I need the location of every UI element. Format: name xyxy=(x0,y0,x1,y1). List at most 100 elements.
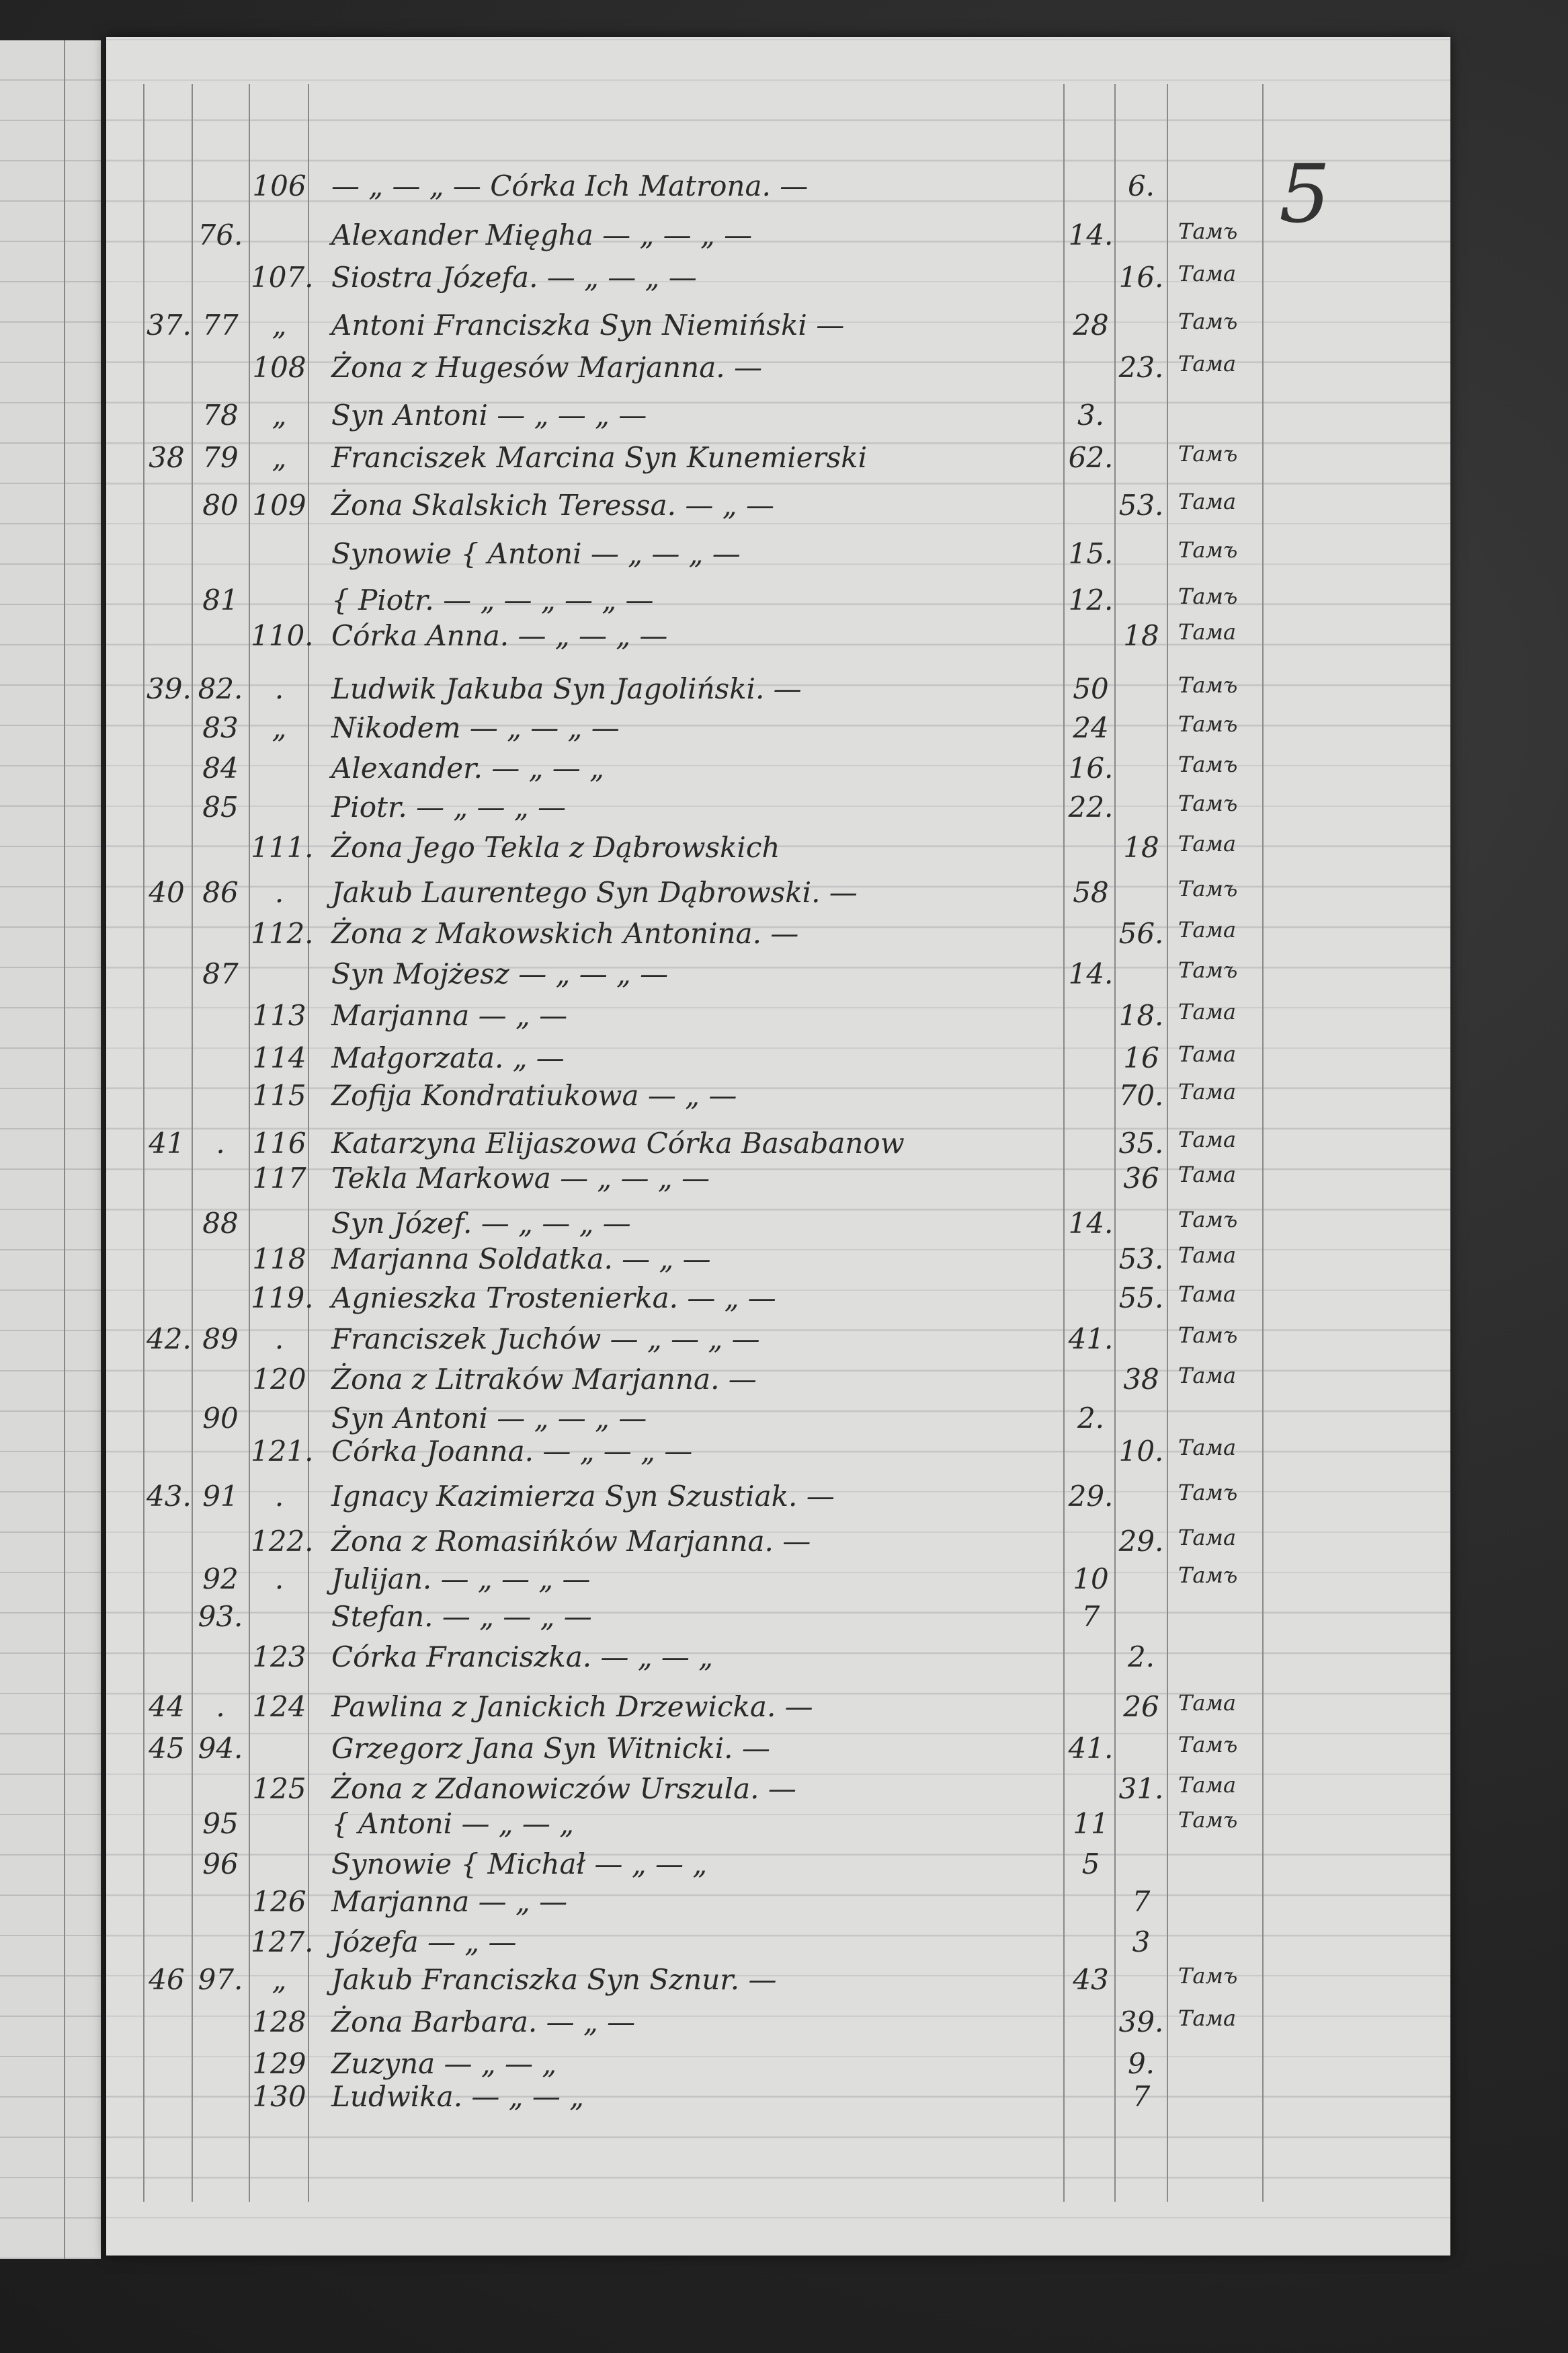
status: Тама xyxy=(1178,489,1237,515)
register-row: 117 Tekla Markowa — „ — „ — 36 Тама xyxy=(106,1162,1450,1202)
register-row: 93. Stefan. — „ — „ — 7 xyxy=(106,1600,1450,1640)
male-number: 85 xyxy=(202,791,239,824)
entry-text: Żona Jego Tekla z Dąbrowskich xyxy=(331,831,780,865)
male-age: 41. xyxy=(1068,1732,1114,1765)
male-age: 16. xyxy=(1068,751,1114,785)
female-number: 130 xyxy=(252,2080,306,2114)
male-number: 86 xyxy=(202,876,239,910)
female-number: 122. xyxy=(251,1524,314,1558)
female-number: 116 xyxy=(252,1127,306,1160)
register-row: 113 Marjanna — „ — 18. Тама xyxy=(106,999,1450,1039)
entry-text: Tekla Markowa — „ — „ — xyxy=(331,1161,710,1195)
male-age: 5 xyxy=(1081,1847,1100,1881)
status: Тама xyxy=(1178,1242,1237,1269)
entry-text: Ludwik Jakuba Syn Jagoliński. — xyxy=(331,672,802,705)
entry-text: Syn Antoni — „ — „ — xyxy=(331,399,647,432)
entry-text: Nikodem — „ — „ — xyxy=(331,711,620,744)
female-age: 31. xyxy=(1118,1772,1164,1806)
female-number: 117 xyxy=(252,1161,306,1195)
register-row: 84 Alexander. — „ — „ 16. Тамъ xyxy=(106,752,1450,792)
status: Тамъ xyxy=(1178,876,1238,902)
register-row: 40 86. Jakub Laurentego Syn Dąbrowski. — 58… xyxy=(106,876,1450,916)
female-age: 7 xyxy=(1132,1884,1151,1918)
entry-text: Alexander. — „ — „ xyxy=(331,751,604,785)
register-row: 125 Żona z Zdanowiczów Urszula. — 31. Тама xyxy=(106,1772,1450,1812)
household-number: 40 xyxy=(149,876,185,910)
register-row: 90 Syn Antoni — „ — „ — 2. xyxy=(106,1402,1450,1442)
status: Тама xyxy=(1178,1689,1237,1716)
male-age: 12. xyxy=(1068,583,1114,616)
female-age: 18 xyxy=(1123,619,1159,653)
female-number: . xyxy=(274,1322,284,1355)
status: Тамъ xyxy=(1178,583,1238,609)
entry-text: Synowie { Michał — „ — „ xyxy=(331,1847,708,1881)
female-number: 126 xyxy=(252,1884,306,1918)
register-row: 42. 89. Franciszek Juchów — „ — „ — 41. Тамъ xyxy=(106,1322,1450,1363)
entry-text: Pawlina z Janickich Drzewicka. — xyxy=(331,1689,813,1723)
household-number: 45 xyxy=(149,1732,185,1765)
male-number: 90 xyxy=(202,1401,239,1435)
status: Тамъ xyxy=(1178,309,1238,335)
entry-text: Piotr. — „ — „ — xyxy=(331,791,566,824)
male-number: . xyxy=(216,1127,225,1160)
male-age: 7 xyxy=(1081,1599,1100,1633)
female-age: 23. xyxy=(1118,350,1164,384)
entry-text: Marjanna — „ — xyxy=(331,999,568,1033)
entry-text: Żona Skalskich Teressa. — „ — xyxy=(331,489,774,522)
male-number: 89 xyxy=(202,1322,239,1355)
household-number: 46 xyxy=(149,1963,185,1997)
entry-text: Żona z Zdanowiczów Urszula. — xyxy=(331,1772,796,1806)
status: Тамъ xyxy=(1178,1322,1238,1348)
female-age: 2. xyxy=(1127,1640,1155,1673)
entry-text: Ignacy Kazimierza Syn Szustiak. — xyxy=(331,1480,835,1513)
entry-text: Alexander Mięgha — „ — „ — xyxy=(331,218,753,252)
register-row: 85 Piotr. — „ — „ — 22. Тамъ xyxy=(106,791,1450,831)
male-number: 81 xyxy=(202,583,239,616)
entry-text: Córka Joanna. — „ — „ — xyxy=(331,1435,693,1468)
status: Тама xyxy=(1178,1127,1237,1153)
female-number: . xyxy=(274,876,284,910)
household-number: 37. xyxy=(147,309,192,342)
status: Тама xyxy=(1178,1041,1237,1067)
female-age: 16. xyxy=(1118,260,1164,294)
female-number: „ xyxy=(272,711,287,744)
register-row: 39. 82.. Ludwik Jakuba Syn Jagoliński. — 50… xyxy=(106,672,1450,713)
register-row: 78 „ Syn Antoni — „ — „ — 3. xyxy=(106,399,1450,439)
male-age: 28 xyxy=(1073,309,1109,342)
column-rule xyxy=(1114,84,1116,2202)
female-number: 114 xyxy=(252,1041,306,1074)
male-number: 84 xyxy=(202,751,239,785)
male-age: 10 xyxy=(1073,1562,1109,1595)
entry-text: — „ — „ — Córka Ich Matrona. — xyxy=(331,169,809,202)
entry-text: Ludwika. — „ — „ xyxy=(331,2080,584,2114)
female-number: 127. xyxy=(251,1925,314,1959)
male-number: 91 xyxy=(202,1480,239,1513)
register-row: 45 94. Grzegorz Jana Syn Witnicki. — 41. Там… xyxy=(106,1732,1450,1772)
female-number: 109 xyxy=(252,489,306,522)
column-rule xyxy=(1262,84,1264,2202)
status: Тама xyxy=(1178,1281,1237,1308)
male-age: 24 xyxy=(1073,711,1109,744)
entry-text: Jakub Franciszka Syn Sznur. — xyxy=(331,1963,777,1997)
register-row: 106 — „ — „ — Córka Ich Matrona. — 6. xyxy=(106,169,1450,210)
register-row: 108 Żona z Hugesów Marjanna. — 23. Тама xyxy=(106,351,1450,391)
male-number: 82. xyxy=(198,672,243,705)
previous-page-edge xyxy=(0,40,101,2259)
male-number: 79 xyxy=(202,440,239,474)
register-row: 95 { Antoni — „ — „ 11 Тамъ xyxy=(106,1807,1450,1847)
register-row: 38 79 „ Franciszek Marcina Syn Kunemierski 6… xyxy=(106,441,1450,481)
female-age: 56. xyxy=(1118,916,1164,950)
female-number: 129 xyxy=(252,2047,306,2081)
male-age: 3. xyxy=(1077,399,1105,432)
female-age: 53. xyxy=(1118,489,1164,522)
household-number: 38 xyxy=(149,440,185,474)
female-number: „ xyxy=(272,440,287,474)
status: Тамъ xyxy=(1178,751,1238,777)
male-age: 50 xyxy=(1073,672,1109,705)
male-number: 94. xyxy=(198,1732,243,1765)
register-row: 111. Żona Jego Tekla z Dąbrowskich 18 Тама xyxy=(106,831,1450,871)
female-age: 29. xyxy=(1118,1524,1164,1558)
status: Тамъ xyxy=(1178,440,1238,467)
register-page: 5 106 — „ — „ — Córka Ich Matrona. — 6. 76.… xyxy=(106,37,1450,2256)
female-number: 123 xyxy=(252,1640,306,1673)
